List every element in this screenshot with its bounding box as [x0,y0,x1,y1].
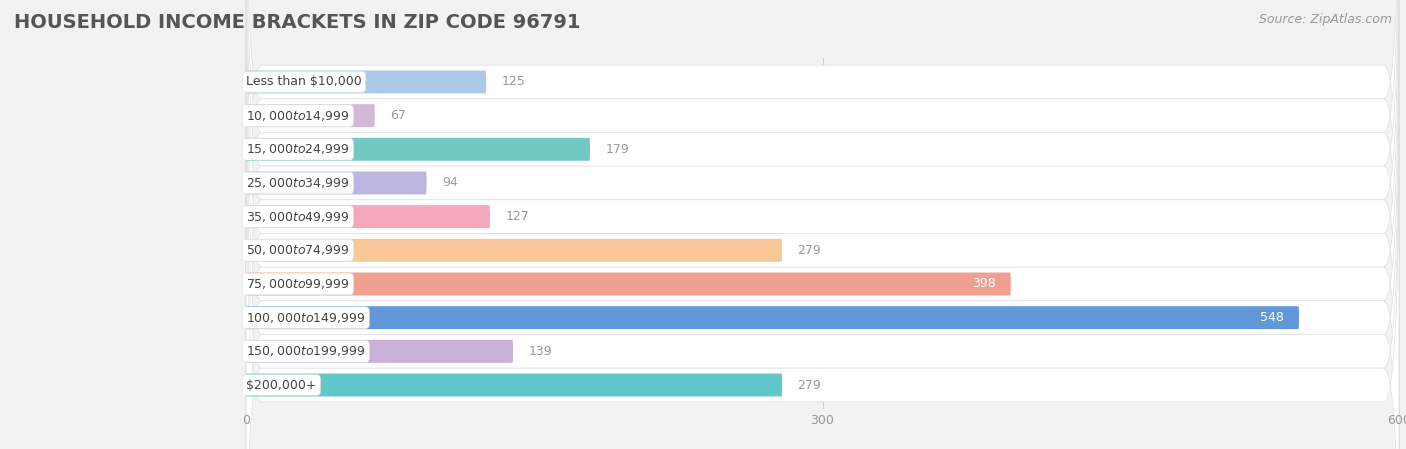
FancyBboxPatch shape [246,138,591,161]
Text: 139: 139 [529,345,553,358]
Text: 127: 127 [506,210,529,223]
Text: 67: 67 [389,109,406,122]
Text: 548: 548 [1260,311,1284,324]
Text: Less than $10,000: Less than $10,000 [246,75,361,88]
FancyBboxPatch shape [246,0,1399,368]
Text: 398: 398 [972,277,995,291]
FancyBboxPatch shape [246,65,1399,449]
Text: 179: 179 [606,143,628,156]
FancyBboxPatch shape [246,0,1399,335]
Text: $100,000 to $149,999: $100,000 to $149,999 [246,311,366,325]
FancyBboxPatch shape [246,0,1399,436]
FancyBboxPatch shape [246,0,1399,402]
Text: Source: ZipAtlas.com: Source: ZipAtlas.com [1258,13,1392,26]
FancyBboxPatch shape [246,31,1399,449]
Text: 125: 125 [502,75,526,88]
Text: HOUSEHOLD INCOME BRACKETS IN ZIP CODE 96791: HOUSEHOLD INCOME BRACKETS IN ZIP CODE 96… [14,13,581,32]
Text: 279: 279 [797,379,821,392]
FancyBboxPatch shape [246,306,1299,329]
FancyBboxPatch shape [246,104,375,127]
Text: 94: 94 [441,176,458,189]
Text: $75,000 to $99,999: $75,000 to $99,999 [246,277,350,291]
Text: $25,000 to $34,999: $25,000 to $34,999 [246,176,350,190]
Text: $150,000 to $199,999: $150,000 to $199,999 [246,344,366,358]
Text: $35,000 to $49,999: $35,000 to $49,999 [246,210,350,224]
Text: $15,000 to $24,999: $15,000 to $24,999 [246,142,350,156]
FancyBboxPatch shape [246,172,426,194]
FancyBboxPatch shape [246,132,1399,449]
FancyBboxPatch shape [246,99,1399,449]
FancyBboxPatch shape [246,205,491,228]
FancyBboxPatch shape [246,239,782,262]
FancyBboxPatch shape [246,0,1399,449]
Text: 279: 279 [797,244,821,257]
FancyBboxPatch shape [246,340,513,363]
Text: $200,000+: $200,000+ [246,379,316,392]
Text: $50,000 to $74,999: $50,000 to $74,999 [246,243,350,257]
FancyBboxPatch shape [246,374,782,396]
Text: $10,000 to $14,999: $10,000 to $14,999 [246,109,350,123]
FancyBboxPatch shape [246,70,486,93]
FancyBboxPatch shape [246,0,1399,449]
FancyBboxPatch shape [246,273,1011,295]
